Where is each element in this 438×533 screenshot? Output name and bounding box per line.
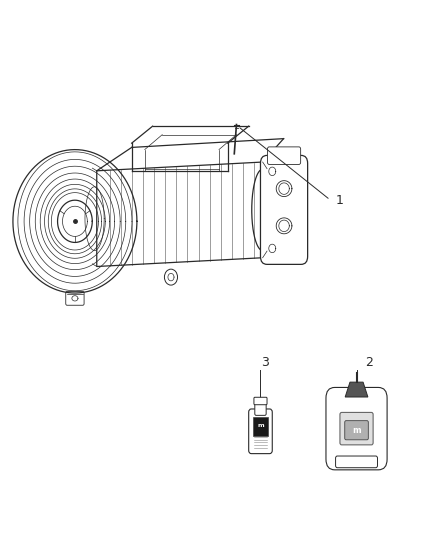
FancyBboxPatch shape: [340, 413, 373, 445]
Bar: [253, 417, 268, 435]
FancyBboxPatch shape: [336, 456, 378, 468]
FancyBboxPatch shape: [255, 401, 266, 415]
Text: 3: 3: [261, 356, 269, 369]
FancyBboxPatch shape: [345, 421, 368, 440]
FancyBboxPatch shape: [261, 156, 307, 264]
FancyBboxPatch shape: [66, 292, 84, 305]
FancyBboxPatch shape: [254, 397, 267, 405]
Text: 2: 2: [365, 356, 373, 369]
Text: m: m: [352, 426, 361, 435]
FancyBboxPatch shape: [249, 409, 272, 454]
Text: m: m: [257, 424, 264, 429]
Text: 1: 1: [336, 193, 343, 207]
FancyBboxPatch shape: [326, 387, 387, 470]
Polygon shape: [345, 382, 368, 397]
FancyBboxPatch shape: [268, 147, 300, 165]
